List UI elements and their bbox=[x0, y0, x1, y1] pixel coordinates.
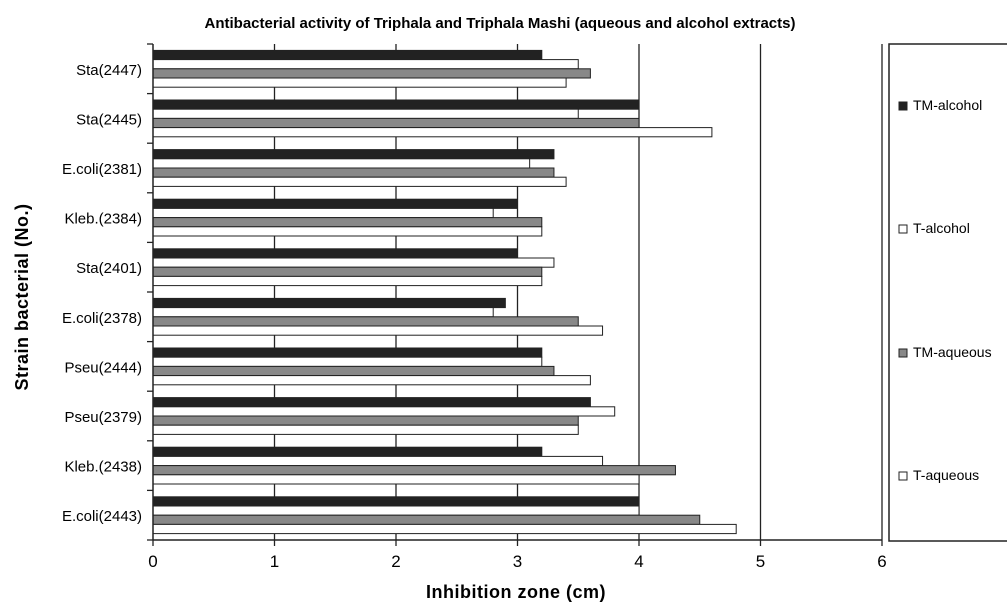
legend-label: TM-aqueous bbox=[913, 344, 992, 360]
bar bbox=[152, 307, 494, 318]
bar bbox=[152, 248, 518, 259]
legend-label: T-aqueous bbox=[913, 467, 979, 483]
y-tick-label: Sta(2447) bbox=[76, 62, 142, 79]
y-tick-label: Kleb.(2384) bbox=[64, 211, 142, 228]
bar bbox=[152, 226, 543, 237]
bar bbox=[152, 59, 579, 70]
x-axis-label: Inhibition zone (cm) bbox=[426, 582, 606, 602]
bar bbox=[152, 198, 518, 209]
y-tick-label: Pseu(2379) bbox=[64, 409, 142, 426]
bar bbox=[152, 167, 555, 178]
bar bbox=[152, 446, 543, 457]
legend-swatch bbox=[898, 471, 908, 481]
legend-box bbox=[888, 43, 1007, 542]
bar bbox=[152, 176, 567, 187]
x-tick-label: 6 bbox=[877, 552, 886, 571]
bar bbox=[152, 49, 543, 61]
bar bbox=[152, 523, 737, 535]
bar bbox=[152, 424, 579, 435]
legend-label: TM-alcohol bbox=[913, 97, 982, 113]
bar bbox=[152, 275, 543, 287]
legend-swatch bbox=[898, 224, 908, 234]
legend-swatch bbox=[898, 348, 908, 358]
x-tick-label: 1 bbox=[270, 552, 279, 571]
bar bbox=[152, 347, 543, 358]
bar bbox=[152, 217, 543, 228]
x-tick-label: 5 bbox=[756, 552, 765, 571]
bar bbox=[152, 465, 676, 476]
bar bbox=[152, 406, 616, 417]
bar bbox=[152, 514, 701, 525]
bar bbox=[152, 415, 579, 426]
bar bbox=[152, 397, 591, 408]
bar bbox=[152, 316, 579, 327]
y-tick-label: Kleb.(2438) bbox=[64, 459, 142, 476]
axes: Sta(2447) Sta(2445) E.coli(2381) Kleb.(2384… bbox=[62, 43, 887, 571]
x-tick-label: 2 bbox=[391, 552, 400, 571]
x-tick-label: 3 bbox=[513, 552, 522, 571]
bar bbox=[152, 127, 713, 138]
bar bbox=[152, 158, 531, 169]
bar bbox=[152, 325, 604, 336]
legend: TM-alcohol T-alcohol TM-aqueous T-aqueous bbox=[888, 43, 1007, 542]
bar bbox=[152, 356, 543, 367]
bar bbox=[152, 496, 640, 507]
legend-swatch bbox=[898, 101, 908, 111]
bar bbox=[152, 117, 640, 129]
bar bbox=[152, 474, 640, 485]
y-tick-label: Pseu(2444) bbox=[64, 359, 142, 376]
legend-label: T-alcohol bbox=[913, 220, 970, 236]
bar bbox=[152, 365, 555, 377]
x-tick-label: 4 bbox=[634, 552, 643, 571]
y-tick-label: E.coli(2378) bbox=[62, 310, 142, 327]
bar bbox=[152, 375, 591, 386]
bar bbox=[152, 68, 591, 79]
bar bbox=[152, 99, 640, 110]
bar bbox=[152, 108, 579, 119]
bar bbox=[152, 257, 555, 268]
bar bbox=[152, 505, 640, 516]
bar bbox=[152, 455, 604, 467]
bar bbox=[152, 149, 555, 160]
bar bbox=[152, 297, 506, 309]
bars bbox=[152, 49, 737, 535]
y-tick-label: E.coli(2381) bbox=[62, 161, 142, 178]
y-tick-label: E.coli(2443) bbox=[62, 508, 142, 525]
bar bbox=[152, 207, 494, 219]
chart-title: Antibacterial activity of Triphala and T… bbox=[205, 15, 796, 32]
y-axis-label: Strain bacterial (No.) bbox=[12, 203, 32, 390]
y-tick-label: Sta(2445) bbox=[76, 111, 142, 128]
bar bbox=[152, 266, 543, 277]
y-tick-label: Sta(2401) bbox=[76, 260, 142, 277]
x-tick-label: 0 bbox=[148, 552, 157, 571]
bar bbox=[152, 77, 567, 88]
